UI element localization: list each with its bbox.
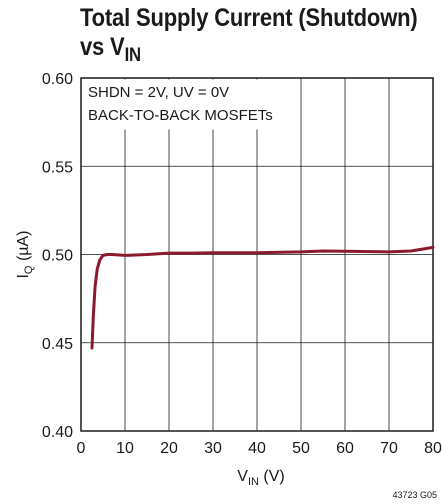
x-tick-label: 0 [77,440,86,457]
y-axis-label-unit: (µA) [15,230,32,265]
x-axis-label-main: V [237,468,248,485]
plot-frame [80,77,434,432]
x-tick-label: 50 [292,440,310,457]
x-tick-label: 40 [248,440,266,457]
y-tick-label: 0.60 [42,71,73,88]
y-tick-label: 0.50 [42,248,73,265]
annotation-mosfets: BACK-TO-BACK MOSFETs [88,107,273,124]
x-axis-label-sub: IN [248,476,259,488]
chart-title-line1: Total Supply Current (Shutdown) [80,4,418,32]
y-axis-label: IQ (µA) [15,230,35,278]
chart-title: Total Supply Current (Shutdown) vs VIN [80,4,418,65]
y-tick-label: 0.45 [42,336,73,353]
y-tick-labels: 0.40 0.45 0.50 0.55 0.60 [42,71,73,441]
chart-title-line2: vs VIN [80,33,418,65]
x-tick-label: 10 [116,440,134,457]
x-tick-labels: 0 10 20 30 40 50 60 70 80 [77,440,442,457]
series [90,245,435,350]
annotation-background [82,79,283,130]
grid [81,78,433,431]
x-tick-label: 70 [380,440,398,457]
x-tick-label: 60 [336,440,354,457]
x-tick-label: 20 [160,440,178,457]
x-axis-label-unit: (V) [259,468,285,485]
y-axis-label-sub: Q [23,265,35,274]
x-tick-label: 80 [424,440,442,457]
y-tick-label: 0.40 [42,424,73,441]
series-line [90,245,435,350]
chart-title-prefix: vs V [80,33,125,61]
chart-title-subscript: IN [124,45,142,66]
y-axis-label-main: I [15,274,32,278]
y-tick-label: 0.55 [42,159,73,176]
x-axis-label: VIN (V) [237,468,284,488]
annotation-conditions: SHDN = 2V, UV = 0V [88,84,229,101]
figure-id: 43723 G05 [392,490,437,500]
x-tick-label: 30 [204,440,222,457]
